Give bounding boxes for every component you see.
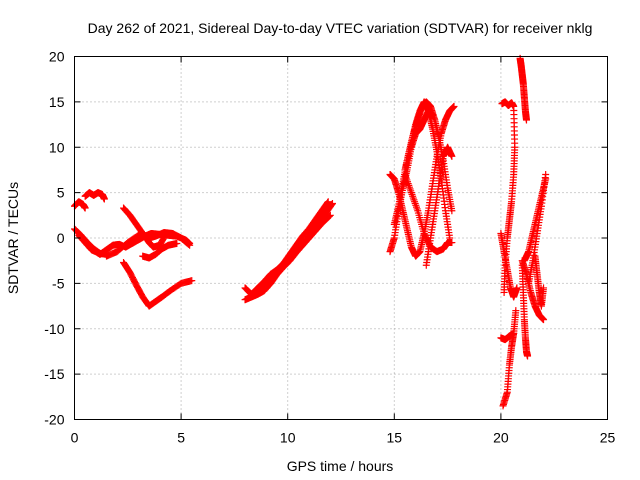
data-point [186,241,194,249]
series-track-01 [71,198,89,212]
data-point [448,207,456,215]
data-point [328,200,336,208]
data-point [324,198,332,206]
series-track-18 [499,307,520,410]
series-track-21 [498,98,519,296]
y-tick-label: -10 [44,321,64,337]
series-track-24 [518,257,548,324]
data-point [185,241,193,249]
data-point [540,316,548,324]
series-track-23 [518,261,532,360]
data-point [173,239,181,247]
data-point [510,329,518,337]
x-tick-label: 0 [71,430,79,446]
data-point [169,229,177,237]
data-point [81,204,89,212]
data-point [542,170,550,178]
x-tick-label: 20 [493,430,509,446]
data-point [100,195,108,203]
x-tick-label: 15 [387,430,403,446]
grid-layer [74,56,608,420]
scatter-points [71,54,550,410]
series-track-09 [241,198,332,298]
data-point [450,102,458,110]
data-point [500,288,508,296]
y-tick-label: 5 [57,185,65,201]
y-tick-label: 0 [57,230,65,246]
data-point [522,116,530,124]
data-point [429,111,437,119]
series-track-26 [525,170,550,287]
axis-ticks: 0 5 10 15 20 25 -20 -15 -10 -5 0 5 10 15 20 [44,49,615,446]
data-point [513,284,521,292]
data-point [324,199,332,207]
series-track-11 [252,200,336,296]
series-track-17 [422,143,456,269]
series-track-20 [497,329,518,344]
data-point [184,240,192,248]
y-tick-label: -5 [52,275,65,291]
y-tick-label: -15 [44,366,64,382]
data-point [448,239,456,247]
y-axis-label: SDTVAR / TECUs [5,182,21,294]
x-tick-label: 5 [177,430,185,446]
series-track-27 [531,252,548,310]
y-tick-label: 15 [49,94,65,110]
data-point [188,277,196,285]
data-point [328,200,336,208]
x-tick-label: 25 [600,430,616,446]
chart-title: Day 262 of 2021, Sidereal Day-to-day VTE… [88,20,593,36]
series-track-08 [139,239,181,262]
series-track-02 [81,189,108,203]
data-point [326,211,334,219]
y-tick-label: 10 [49,139,65,155]
data-point [540,284,548,292]
x-axis-label: GPS time / hours [287,458,394,474]
data-point [325,212,333,220]
x-tick-label: 10 [280,430,296,446]
series-track-22 [516,54,530,124]
series-track-06 [120,204,177,251]
data-point [448,152,456,160]
series-track-07 [120,259,196,310]
y-tick-label: -20 [44,412,64,428]
y-tick-label: 20 [49,49,65,65]
data-point [512,307,520,315]
data-point [524,352,532,360]
